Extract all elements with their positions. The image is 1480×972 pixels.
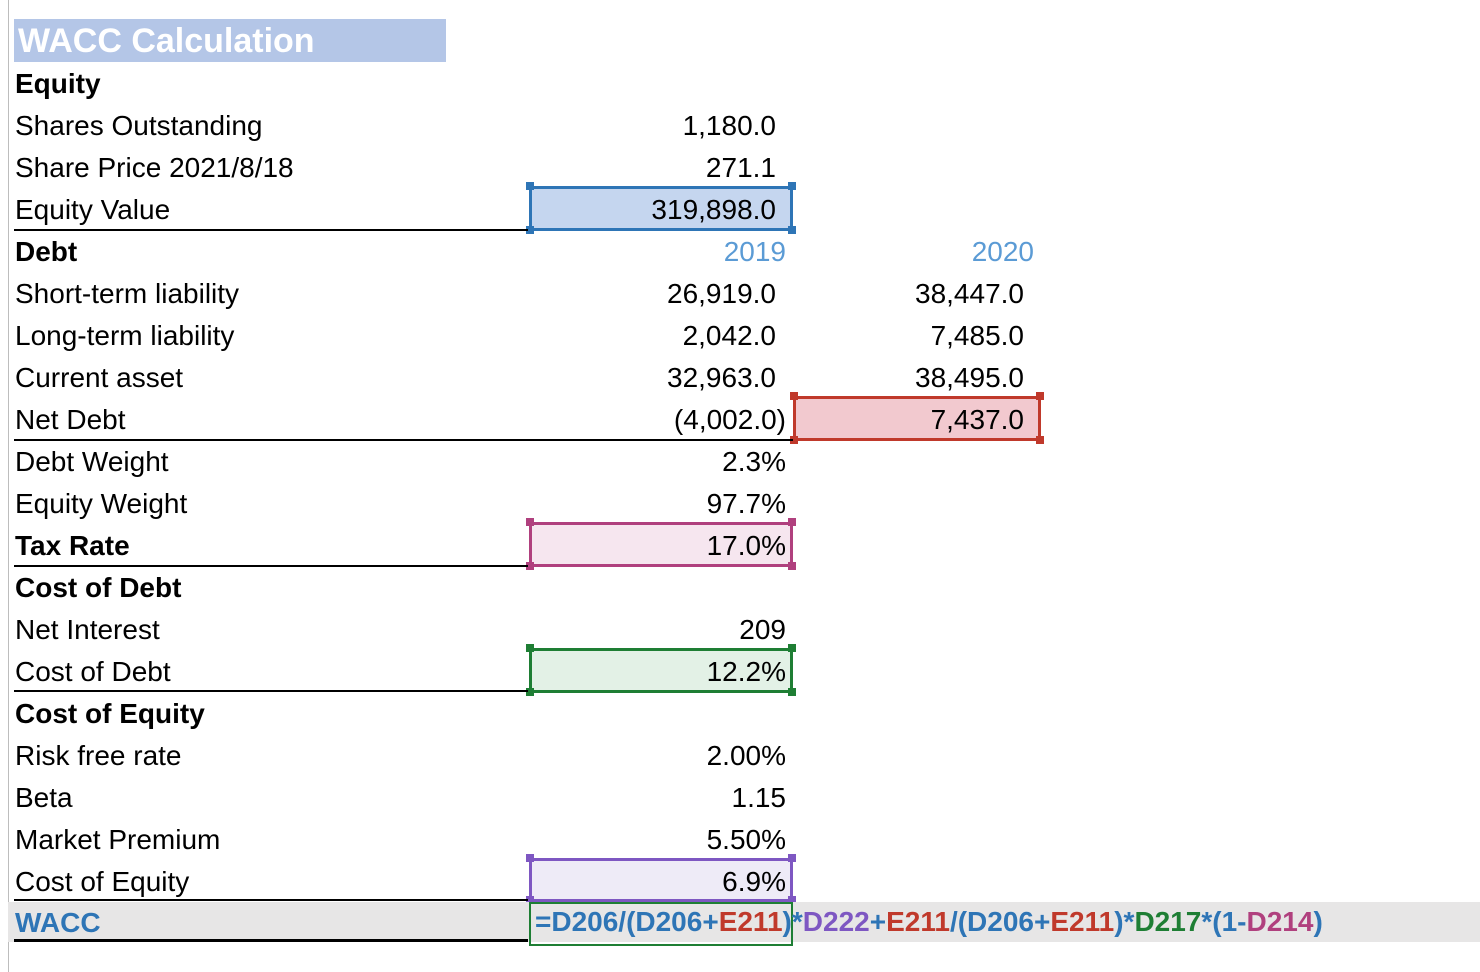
- label-net-debt[interactable]: Net Debt: [15, 404, 126, 435]
- label-debt-weight[interactable]: Debt Weight: [15, 446, 169, 477]
- value-short-term-2020[interactable]: 38,447.0: [915, 278, 1024, 309]
- ref-handle[interactable]: [526, 896, 534, 904]
- formula-ref-d217: D217: [1134, 906, 1202, 937]
- ref-highlight-cost-of-equity[interactable]: [529, 858, 793, 902]
- value-debt-weight[interactable]: 2.3%: [722, 446, 786, 477]
- label-equity-weight[interactable]: Equity Weight: [15, 488, 188, 519]
- label-short-term-liability[interactable]: Short-term liability: [15, 278, 240, 309]
- ref-handle[interactable]: [526, 226, 534, 234]
- value-beta[interactable]: 1.15: [731, 782, 787, 813]
- ref-handle[interactable]: [788, 854, 796, 862]
- label-market-premium[interactable]: Market Premium: [15, 824, 221, 855]
- formula-part: *(1-: [1201, 906, 1247, 937]
- value-equity-weight[interactable]: 97.7%: [706, 488, 786, 519]
- label-tax-rate[interactable]: Tax Rate: [15, 530, 130, 561]
- label-cost-of-equity[interactable]: Cost of Equity: [15, 866, 190, 897]
- label-shares-outstanding[interactable]: Shares Outstanding: [15, 110, 263, 141]
- ref-handle[interactable]: [790, 392, 798, 400]
- ref-handle[interactable]: [526, 854, 534, 862]
- section-debt[interactable]: Debt: [15, 236, 78, 267]
- ref-handle[interactable]: [526, 644, 534, 652]
- ref-handle[interactable]: [788, 182, 796, 190]
- value-share-price[interactable]: 271.1: [705, 152, 776, 183]
- value-market-premium[interactable]: 5.50%: [706, 824, 786, 855]
- formula-ref-e211: E211: [1050, 906, 1115, 937]
- section-cost-of-debt[interactable]: Cost of Debt: [15, 572, 182, 603]
- formula-part: )*: [782, 906, 803, 937]
- ref-handle[interactable]: [526, 518, 534, 526]
- value-current-asset-2020[interactable]: 38,495.0: [915, 362, 1024, 393]
- formula-part: ): [1313, 906, 1323, 937]
- wacc-formula-editor[interactable]: =D206/(D206+E211)*D222+E211/(D206+E211)*…: [535, 901, 1323, 943]
- value-tax-rate[interactable]: 17.0%: [706, 530, 786, 561]
- ref-handle[interactable]: [788, 226, 796, 234]
- formula-part: /(D206+: [949, 906, 1051, 937]
- formula-ref-d222: D222: [802, 906, 870, 937]
- value-cost-of-equity[interactable]: 6.9%: [722, 866, 786, 897]
- label-long-term-liability[interactable]: Long-term liability: [15, 320, 235, 351]
- label-net-interest[interactable]: Net Interest: [15, 614, 160, 645]
- ref-handle[interactable]: [526, 562, 534, 570]
- value-net-debt-2019[interactable]: (4,002.0): [673, 404, 786, 435]
- year-2020-header[interactable]: 2020: [971, 236, 1034, 267]
- label-share-price[interactable]: Share Price 2021/8/18: [15, 152, 294, 183]
- ref-handle[interactable]: [788, 896, 796, 904]
- ref-handle[interactable]: [788, 688, 796, 696]
- ref-highlight-tax-rate[interactable]: [529, 522, 793, 567]
- ref-handle[interactable]: [788, 518, 796, 526]
- formula-ref-e211: E211: [886, 906, 950, 937]
- wacc-row-background: [8, 902, 1480, 942]
- ref-highlight-net-debt-2020[interactable]: [793, 396, 1041, 441]
- ref-handle[interactable]: [526, 688, 534, 696]
- label-equity-value[interactable]: Equity Value: [15, 194, 171, 225]
- formula-part: +: [869, 906, 887, 937]
- sheet-left-gridline: [8, 0, 9, 972]
- section-equity[interactable]: Equity: [15, 68, 101, 99]
- row-border: [14, 565, 528, 567]
- label-beta[interactable]: Beta: [15, 782, 73, 813]
- label-current-asset[interactable]: Current asset: [15, 362, 184, 393]
- section-cost-of-equity[interactable]: Cost of Equity: [15, 698, 205, 729]
- label-risk-free-rate[interactable]: Risk free rate: [15, 740, 182, 771]
- row-border: [14, 439, 793, 441]
- ref-handle[interactable]: [788, 644, 796, 652]
- ref-handle[interactable]: [1036, 392, 1044, 400]
- value-long-term-2019[interactable]: 2,042.0: [682, 320, 776, 351]
- value-current-asset-2019[interactable]: 32,963.0: [667, 362, 776, 393]
- row-border: [14, 690, 528, 692]
- ref-handle[interactable]: [790, 436, 798, 444]
- formula-ref-e211: E211: [718, 906, 783, 937]
- ref-handle[interactable]: [1036, 436, 1044, 444]
- value-long-term-2020[interactable]: 7,485.0: [930, 320, 1024, 351]
- value-equity-value[interactable]: 319,898.0: [651, 194, 776, 225]
- ref-highlight-equity-value[interactable]: [529, 186, 793, 231]
- ref-handle[interactable]: [788, 562, 796, 570]
- label-cost-of-debt[interactable]: Cost of Debt: [15, 656, 171, 687]
- row-border: [14, 899, 528, 901]
- sheet-title: WACC Calculation: [18, 22, 315, 60]
- row-border: [14, 229, 528, 231]
- active-cell-border[interactable]: [529, 902, 793, 946]
- formula-part: =D206/(D206+: [535, 906, 719, 937]
- row-border-double: [14, 939, 528, 942]
- formula-ref-d214: D214: [1246, 906, 1314, 937]
- ref-highlight-cost-of-debt[interactable]: [529, 648, 793, 693]
- formula-part: )*: [1114, 906, 1135, 937]
- value-cost-of-debt[interactable]: 12.2%: [706, 656, 786, 687]
- year-2019-header[interactable]: 2019: [723, 236, 786, 267]
- value-risk-free-rate[interactable]: 2.00%: [706, 740, 786, 771]
- ref-handle[interactable]: [526, 182, 534, 190]
- label-wacc[interactable]: WACC: [15, 907, 101, 938]
- value-short-term-2019[interactable]: 26,919.0: [667, 278, 776, 309]
- value-shares-outstanding[interactable]: 1,180.0: [682, 110, 776, 141]
- value-net-interest[interactable]: 209: [739, 614, 786, 645]
- title-cell[interactable]: [14, 19, 446, 62]
- value-net-debt-2020[interactable]: 7,437.0: [930, 404, 1024, 435]
